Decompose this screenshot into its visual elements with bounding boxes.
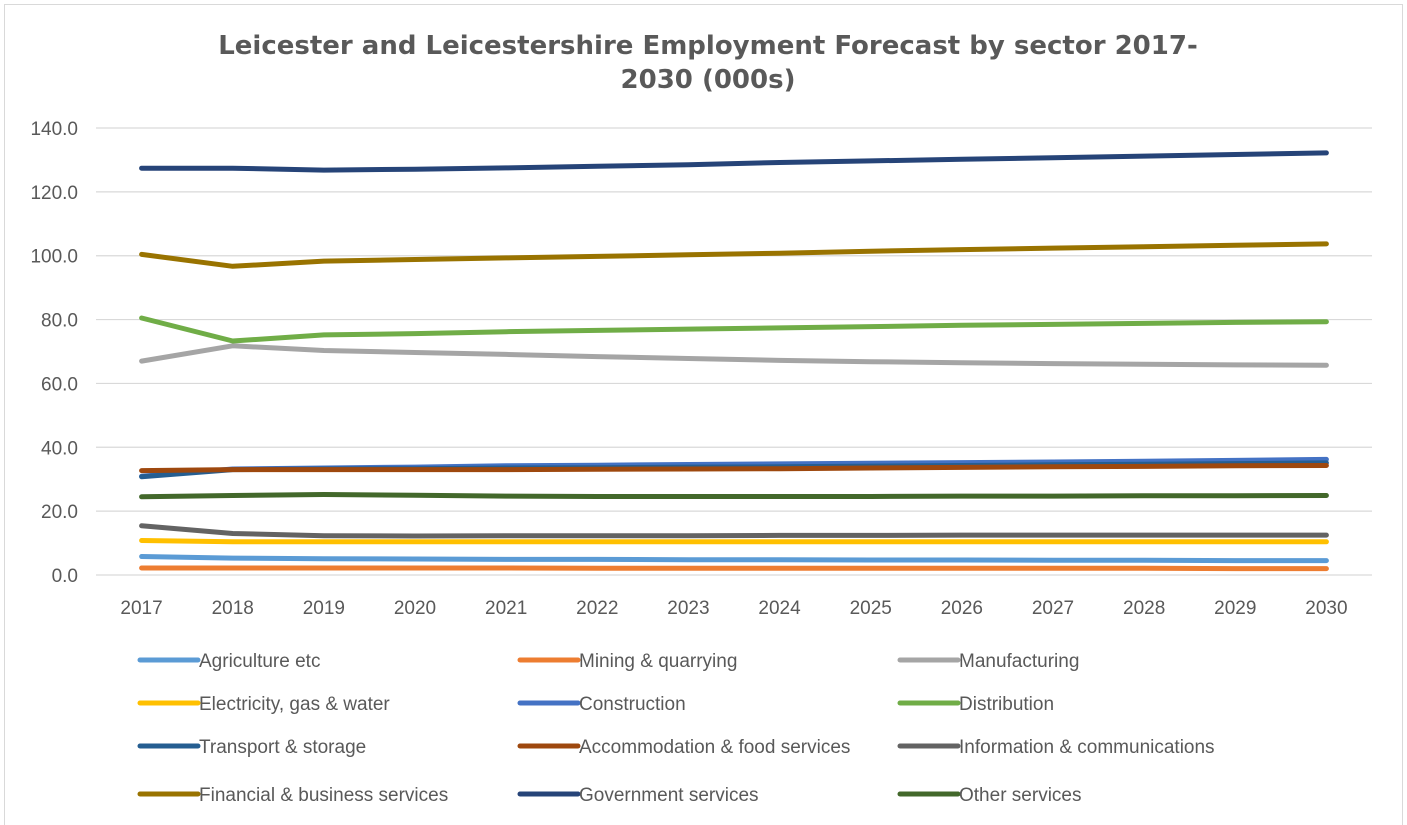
series-line-information-communications	[139, 523, 1329, 539]
y-tick-label: 0.0	[52, 566, 78, 587]
legend-item-electricity-gas-water: Electricity, gas & water	[137, 694, 390, 715]
legend-item-financial-business-services: Financial & business services	[137, 785, 448, 806]
x-tick-label: 2021	[485, 598, 527, 619]
legend-item-information-communications: Information & communications	[897, 737, 1215, 758]
x-tick-label: 2029	[1214, 598, 1256, 619]
y-tick-label: 100.0	[30, 247, 78, 268]
series-line-government-services	[139, 150, 1329, 173]
legend-item-transport-storage: Transport & storage	[137, 737, 366, 758]
x-tick-label: 2025	[850, 598, 892, 619]
series-line-electricity-gas-water	[139, 538, 1329, 545]
series-lines	[139, 150, 1329, 572]
x-tick-label: 2026	[941, 598, 983, 619]
x-tick-label: 2020	[394, 598, 436, 619]
chart-title-line-1: Leicester and Leicestershire Employment …	[218, 31, 1198, 61]
y-tick-label: 120.0	[30, 183, 78, 204]
series-line-distribution	[139, 315, 1329, 344]
legend-item-agriculture-etc: Agriculture etc	[137, 651, 320, 672]
series-line-accommodation-food-services	[139, 463, 1329, 474]
gridlines	[96, 127, 1372, 576]
legend-label: Transport & storage	[199, 737, 366, 758]
x-tick-label: 2027	[1032, 598, 1074, 619]
legend-label: Distribution	[959, 694, 1054, 715]
x-tick-label: 2017	[120, 598, 162, 619]
y-tick-label: 140.0	[30, 119, 78, 140]
legend-label: Government services	[579, 785, 759, 806]
series-line-mining-quarrying	[139, 565, 1329, 572]
x-tick-label: 2028	[1123, 598, 1165, 619]
legend-label: Information & communications	[959, 737, 1215, 758]
y-tick-label: 20.0	[41, 502, 78, 523]
x-tick-label: 2022	[576, 598, 618, 619]
legend-item-other-services: Other services	[897, 785, 1081, 806]
legend-item-government-services: Government services	[517, 785, 759, 806]
x-axis: 2017 2018 2019 2020 2021 2022 2023 2024 2025 2026…	[120, 598, 1347, 619]
chart-frame	[4, 4, 1403, 825]
chart-title-line-2: 2030 (000s)	[621, 65, 796, 95]
x-tick-label: 2023	[667, 598, 709, 619]
x-tick-label: 2024	[758, 598, 801, 619]
series-line-manufacturing	[139, 343, 1329, 368]
x-tick-label: 2030	[1305, 598, 1347, 619]
y-tick-label: 60.0	[41, 374, 78, 395]
chart-title: Leicester and Leicestershire Employment …	[218, 31, 1198, 95]
legend: Agriculture etc Mining & quarrying Manufac…	[137, 651, 1215, 806]
legend-label: Other services	[959, 785, 1081, 806]
x-tick-label: 2018	[212, 598, 254, 619]
legend-item-distribution: Distribution	[897, 694, 1054, 715]
legend-item-manufacturing: Manufacturing	[897, 651, 1079, 672]
y-axis: 0.0 20.0 40.0 60.0 80.0 100.0 120.0 140.0	[30, 119, 78, 587]
legend-item-mining-quarrying: Mining & quarrying	[517, 651, 737, 672]
y-tick-label: 40.0	[41, 438, 78, 459]
legend-label: Agriculture etc	[199, 651, 320, 672]
legend-label: Mining & quarrying	[579, 651, 737, 672]
y-tick-label: 80.0	[41, 311, 78, 332]
legend-label: Financial & business services	[199, 785, 448, 806]
series-line-financial-business-services	[139, 241, 1329, 269]
x-tick-label: 2019	[303, 598, 345, 619]
legend-item-construction: Construction	[517, 694, 686, 715]
legend-item-accommodation-food-services: Accommodation & food services	[517, 737, 850, 758]
series-line-agriculture-etc	[139, 554, 1329, 564]
series-line-other-services	[139, 492, 1329, 500]
legend-label: Manufacturing	[959, 651, 1079, 672]
legend-label: Accommodation & food services	[579, 737, 850, 758]
legend-label: Electricity, gas & water	[199, 694, 390, 715]
legend-label: Construction	[579, 694, 686, 715]
